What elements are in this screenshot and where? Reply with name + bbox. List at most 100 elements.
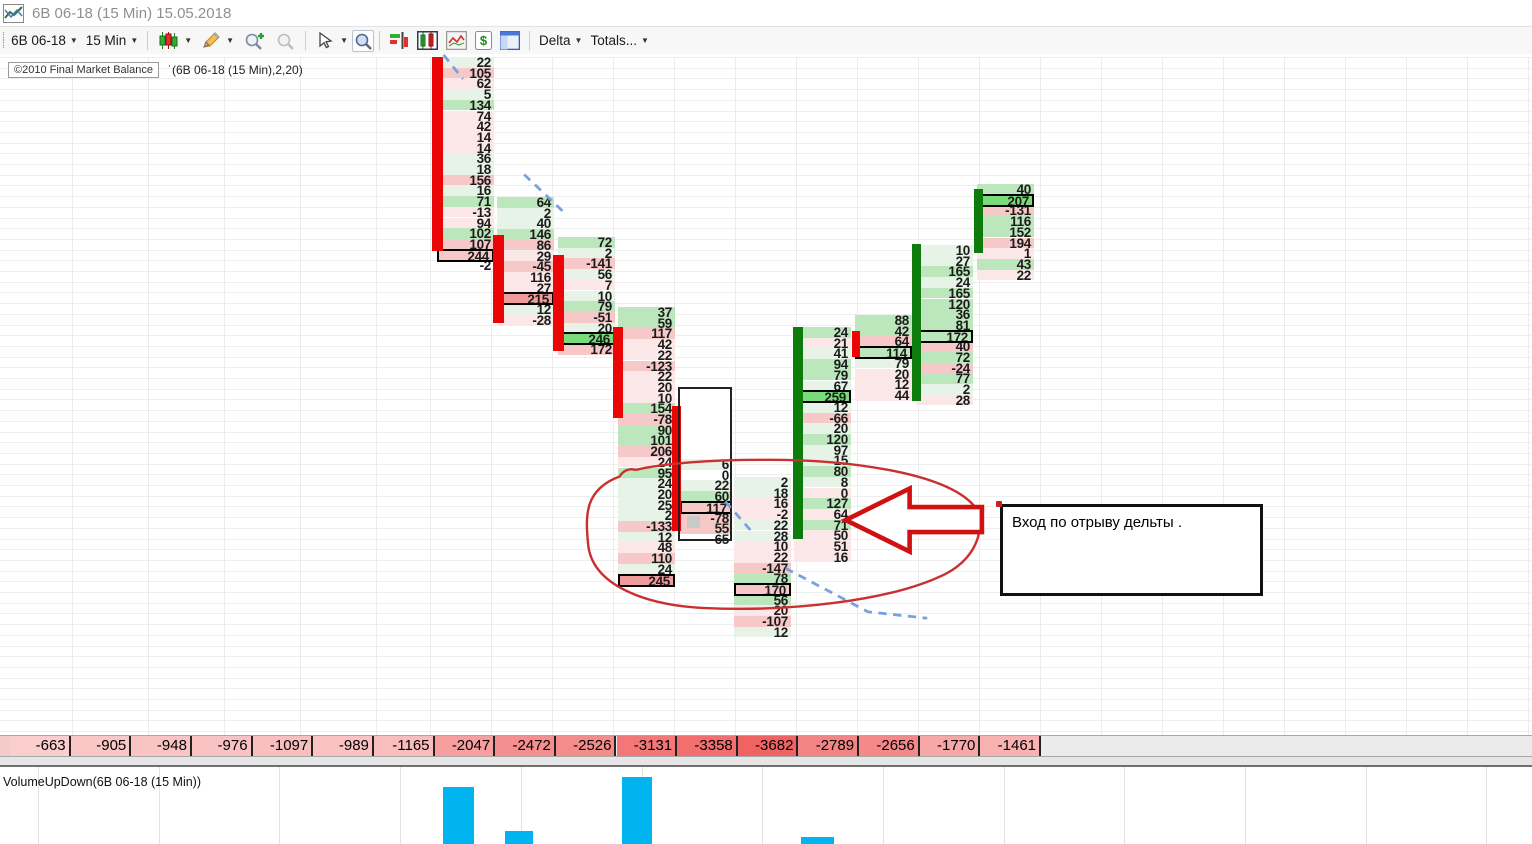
cluster-cell: -131 (977, 205, 1034, 217)
zoom-out-button[interactable] (270, 30, 300, 52)
cluster-cell: -2 (437, 260, 494, 271)
grid-hline (0, 121, 1532, 123)
grid-hline (0, 238, 1532, 240)
footprint-button[interactable] (413, 29, 442, 52)
chart-canvas[interactable]: ©2010 Final Market Balance ˙(6B 06-18 (1… (0, 54, 1532, 735)
cluster-cell: -28 (497, 314, 554, 326)
delta-profile-button[interactable] (385, 29, 413, 52)
copyright-label: ©2010 Final Market Balance (14, 64, 153, 76)
delta-total-cell: -1097 (252, 736, 314, 756)
grid-hline (0, 249, 1532, 251)
timeframe-dropdown[interactable]: 15 Min ▼ (82, 31, 142, 50)
grid-hline (0, 260, 1532, 262)
cluster-cell: 14 (437, 142, 494, 154)
cluster-cell: 79 (855, 357, 912, 369)
cursor-tool-button[interactable]: ▼ (311, 30, 352, 51)
cluster-cell: -133 (618, 521, 675, 532)
volume-bar (505, 831, 533, 844)
annotation-text-box[interactable]: Вход по отрыву дельты . (1000, 504, 1263, 596)
cluster-cell: 71 (437, 196, 494, 207)
data-panel-icon (500, 31, 520, 50)
cluster-cell: -147 (734, 562, 791, 574)
cluster-cell: 28 (734, 530, 791, 542)
volume-grid-vline (38, 767, 39, 844)
delta-total-cell: -3358 (677, 736, 738, 756)
cluster-cell: 110 (618, 553, 675, 564)
cluster-cell: 48 (618, 542, 675, 554)
indicator-label: ˙(6B 06-18 (15 Min),2,20) (168, 63, 303, 77)
pencil-icon (203, 32, 220, 48)
cluster-cell: 40 (916, 341, 973, 352)
red-arrow-annotation (840, 484, 985, 556)
volume-grid-vline (521, 767, 522, 844)
chevron-down-icon: ▼ (130, 36, 139, 45)
cluster-cell: 25 (618, 499, 675, 511)
delta-total-cell: -1165 (373, 736, 435, 756)
cluster-cell: 67 (794, 380, 851, 392)
cursor-icon (319, 32, 333, 49)
cluster-cell: 24 (618, 478, 675, 489)
toolbar: ⁞ ⁞ 6B 06-18 ▼ 15 Min ▼ ▼ (0, 26, 1532, 55)
chart-window-button[interactable] (442, 29, 471, 52)
cluster-cell: 2 (734, 477, 791, 488)
poc-cell: 117 (680, 500, 732, 514)
delta-total-cell: -2472 (495, 736, 556, 756)
grid-hline (0, 356, 1532, 358)
up-candle-bar (974, 189, 983, 253)
up-candle-bar (793, 327, 803, 539)
volume-pane[interactable]: VolumeUpDown(6B 06-18 (15 Min)) (0, 765, 1532, 844)
toolbar-grip[interactable]: ⁞ ⁞ (2, 30, 5, 51)
cluster-cell: 90 (618, 424, 675, 436)
drawing-tools-button[interactable]: ▼ (196, 30, 238, 51)
cluster-cell: 40 (977, 184, 1034, 195)
data-panel-button[interactable] (496, 29, 524, 52)
zoom-in-button[interactable] (238, 30, 270, 52)
cluster-cell: 7 (558, 279, 615, 291)
cluster-cell: 42 (618, 339, 675, 350)
cluster-cell: 22 (977, 269, 1034, 281)
money-management-button[interactable]: $ (471, 29, 496, 52)
cluster-cell: 20 (618, 488, 675, 500)
grid-hline (0, 442, 1532, 444)
grid-hline (0, 399, 1532, 401)
delta-mode-dropdown[interactable]: Delta ▼ (535, 31, 586, 50)
moving-average-line (442, 54, 465, 80)
grid-vline (552, 57, 553, 735)
cluster-cell: 95 (618, 467, 675, 479)
cluster-cell: 27 (497, 282, 554, 294)
footprint-icon (417, 31, 438, 50)
search-button[interactable] (352, 29, 374, 52)
grid-hline (0, 271, 1532, 272)
grid-hline (0, 688, 1532, 690)
cluster-cell: 77 (916, 373, 973, 385)
cluster-cell: 1 (977, 248, 1034, 259)
moving-average-line (724, 500, 755, 534)
delta-total-cell: -663 (10, 736, 71, 756)
pane-divider[interactable] (0, 757, 1532, 765)
grid-hline (0, 78, 1532, 80)
cluster-cell: -51 (558, 311, 615, 323)
instrument-dropdown[interactable]: 6B 06-18 ▼ (7, 31, 82, 50)
chart-style-button[interactable]: ▼ (153, 30, 196, 51)
cluster-cell: 10 (734, 541, 791, 552)
volume-grid-vline (279, 767, 280, 844)
grid-vline (1345, 57, 1346, 735)
cluster-cell: 24 (916, 277, 973, 288)
chevron-down-icon: ▼ (340, 36, 348, 45)
annotation-text: Вход по отрыву дельты . (1012, 514, 1183, 531)
volume-bar (801, 837, 834, 844)
moving-average-line (784, 566, 928, 620)
grid-hline (0, 99, 1532, 101)
cluster-cell: -141 (558, 258, 615, 270)
delta-profile-icon (390, 32, 408, 49)
totals-dropdown[interactable]: Totals... ▼ (586, 31, 652, 50)
grid-hline (0, 388, 1532, 390)
cluster-cell: 20 (855, 368, 912, 380)
grid-hline (0, 731, 1532, 733)
delta-total-cell: -948 (131, 736, 192, 756)
cluster-cell: 41 (794, 348, 851, 360)
cluster-cell: 16 (734, 498, 791, 510)
cluster-cell: 120 (916, 298, 973, 310)
cluster-cell: 86 (497, 239, 554, 251)
